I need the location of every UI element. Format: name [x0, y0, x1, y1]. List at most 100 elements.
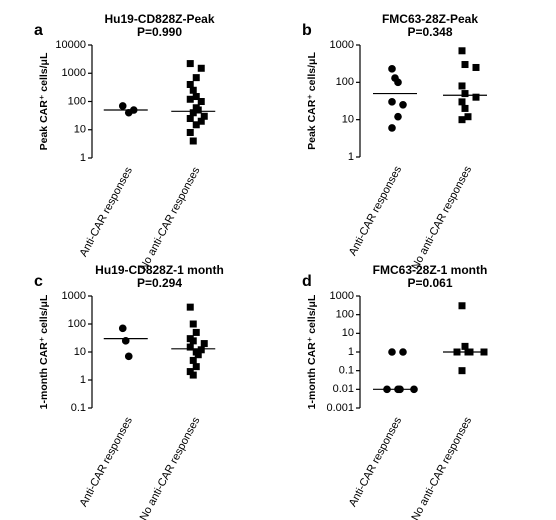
data-point	[189, 109, 197, 117]
y-tick-label: 100	[68, 318, 86, 330]
data-point	[186, 95, 194, 103]
y-tick-label: 1000	[62, 290, 86, 302]
panel-letter: b	[302, 22, 312, 39]
panel-title: FMC63-28Z-Peak	[382, 12, 478, 26]
x-tick-label: Anti-CAR responses	[78, 415, 136, 509]
y-tick-label: 100	[68, 95, 86, 107]
panel-title: FMC63-28Z-1 month	[373, 263, 488, 277]
data-point	[186, 343, 194, 351]
data-point	[388, 124, 396, 132]
data-point	[192, 328, 200, 336]
y-tick-label: 1000	[62, 67, 86, 79]
x-tick-label: Anti-CAR responses	[78, 165, 136, 259]
y-tick-label: 0.1	[339, 365, 354, 377]
data-point	[394, 78, 402, 87]
data-point	[394, 112, 402, 121]
y-axis-label: Peak CAR⁺ cells/μL	[38, 52, 50, 150]
data-point	[189, 137, 197, 145]
y-axis-label: Peak CAR⁺ cells/μL	[306, 52, 318, 150]
data-point	[472, 63, 480, 71]
y-tick-label: 10	[342, 327, 354, 339]
data-point	[192, 74, 200, 82]
data-point	[388, 98, 396, 106]
y-axis-label: 1-month CAR⁺ cells/μL	[38, 294, 50, 409]
data-point	[458, 116, 466, 124]
data-point	[189, 86, 197, 94]
panel-title: Hu19-CD828Z-Peak	[104, 12, 214, 26]
data-point	[186, 128, 194, 136]
p-value: P=0.061	[407, 276, 452, 290]
data-point	[189, 371, 197, 379]
data-point	[388, 348, 396, 356]
data-point	[388, 65, 396, 73]
data-point	[200, 112, 208, 120]
data-point	[192, 363, 200, 371]
data-point	[197, 98, 205, 105]
y-tick-label: 1	[80, 374, 86, 386]
data-point	[124, 352, 133, 361]
data-point	[118, 102, 127, 110]
panel-title: Hu19-CD828Z-1 month	[95, 263, 224, 277]
data-point	[192, 121, 200, 129]
data-point	[461, 90, 469, 98]
data-point	[458, 98, 466, 106]
data-point	[458, 367, 466, 375]
data-point	[472, 93, 480, 101]
y-tick-label: 10	[74, 124, 86, 136]
x-tick-label: Anti-CAR responses	[347, 164, 405, 258]
y-tick-label: 1000	[330, 290, 354, 302]
p-value: P=0.348	[407, 25, 452, 39]
data-point	[461, 61, 469, 69]
data-point	[124, 108, 133, 117]
y-tick-label: 0.1	[71, 402, 86, 414]
data-point	[464, 113, 472, 121]
data-point	[197, 117, 205, 125]
data-point	[458, 47, 466, 55]
p-value: P=0.990	[137, 25, 182, 39]
y-axis-label: 1-month CAR⁺ cells/μL	[306, 294, 318, 409]
x-tick-label: No anti-CAR responses	[138, 415, 203, 520]
data-point	[189, 320, 197, 328]
data-point	[186, 80, 194, 88]
data-point	[186, 60, 194, 68]
y-tick-label: 1	[80, 152, 86, 164]
data-point	[461, 342, 469, 350]
y-tick-label: 100	[336, 309, 354, 321]
data-point	[194, 351, 202, 359]
data-point	[399, 348, 407, 356]
data-point	[197, 346, 205, 354]
data-point	[200, 340, 208, 348]
y-tick-label: 0.001	[326, 402, 354, 414]
x-tick-label: No anti-CAR responses	[138, 165, 203, 273]
x-tick-label: No anti-CAR responses	[409, 415, 474, 520]
y-tick-label: 1	[348, 151, 354, 163]
data-point	[186, 115, 194, 123]
y-tick-label: 10	[342, 114, 354, 126]
data-point	[399, 101, 407, 109]
data-point	[192, 93, 200, 101]
data-point	[194, 106, 202, 114]
x-tick-label: No anti-CAR responses	[409, 164, 474, 272]
data-point	[458, 82, 466, 90]
y-tick-label: 1	[348, 346, 354, 358]
y-tick-label: 10	[74, 346, 86, 358]
data-point	[118, 324, 127, 333]
y-tick-label: 0.01	[333, 383, 354, 395]
panel-letter: a	[34, 22, 43, 39]
x-tick-label: Anti-CAR responses	[347, 415, 405, 509]
panel-letter: c	[34, 273, 43, 290]
p-value: P=0.294	[137, 276, 182, 290]
data-point	[186, 303, 194, 311]
y-tick-label: 100	[336, 76, 354, 88]
y-tick-label: 10000	[55, 39, 86, 51]
data-point	[189, 337, 197, 345]
data-point	[458, 302, 466, 310]
y-tick-label: 1000	[330, 39, 354, 51]
data-point	[189, 356, 197, 364]
data-point	[197, 64, 205, 72]
